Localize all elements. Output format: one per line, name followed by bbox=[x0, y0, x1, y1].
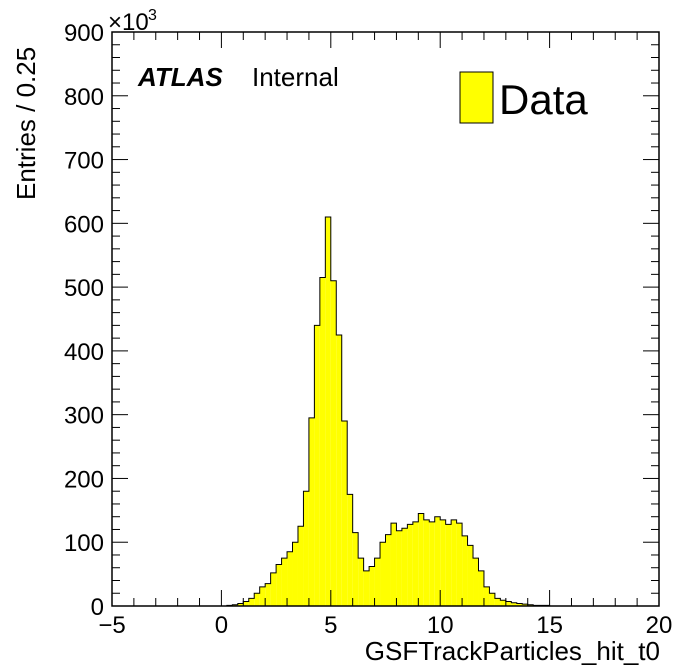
histogram-bin bbox=[489, 593, 495, 606]
x-tick-label: 10 bbox=[427, 612, 454, 639]
histogram-bin bbox=[423, 519, 430, 606]
histogram-bin bbox=[270, 572, 277, 606]
histogram-bin bbox=[341, 421, 348, 606]
plot-frame bbox=[111, 31, 660, 607]
y-tick-label: 400 bbox=[64, 339, 104, 366]
y-axis-ticks: 0 100 200 300 400 500 600 700 800 900 bbox=[64, 20, 659, 621]
histogram-bin bbox=[336, 334, 342, 606]
histogram-bin bbox=[374, 558, 381, 606]
histogram-bars bbox=[221, 216, 551, 607]
histogram-bin bbox=[254, 593, 260, 606]
histogram-bin bbox=[473, 558, 479, 606]
histogram-bin bbox=[243, 601, 249, 606]
histogram-bin bbox=[281, 558, 288, 606]
histogram-bin bbox=[418, 513, 424, 606]
x-tick-label: 0 bbox=[215, 612, 228, 639]
histogram-bin bbox=[248, 598, 255, 606]
histogram-bin bbox=[494, 598, 501, 606]
histogram-bin bbox=[462, 535, 468, 606]
x-axis-ticks: −5 0 5 10 15 20 bbox=[98, 32, 672, 639]
histogram-bin bbox=[259, 586, 266, 606]
histogram-bin bbox=[292, 542, 298, 606]
internal-label: Internal bbox=[252, 62, 339, 92]
histogram-bin bbox=[401, 528, 408, 606]
x-tick-label: 15 bbox=[536, 612, 563, 639]
histogram-bin bbox=[276, 564, 282, 606]
y-tick-label: 800 bbox=[64, 84, 104, 111]
histogram-bin bbox=[467, 545, 474, 606]
histogram-bin bbox=[505, 601, 512, 606]
histogram-outline bbox=[221, 216, 551, 607]
histogram-bin bbox=[325, 216, 331, 606]
histogram-bin bbox=[369, 566, 375, 606]
histogram-bin bbox=[500, 600, 506, 606]
histogram-bin bbox=[314, 325, 320, 606]
histogram-bin bbox=[516, 603, 523, 606]
x-axis-label: GSFTrackParticles_hit_t0 bbox=[365, 636, 660, 666]
histogram-bin bbox=[385, 534, 391, 606]
histogram-bin bbox=[412, 521, 419, 606]
y-tick-label: 0 bbox=[91, 594, 104, 621]
histogram-bin bbox=[445, 524, 452, 606]
y-tick-label: 300 bbox=[64, 403, 104, 430]
y-tick-label: 200 bbox=[64, 466, 104, 493]
histogram-bin bbox=[511, 602, 517, 606]
histogram-bin bbox=[297, 526, 304, 606]
histogram-bin bbox=[522, 604, 528, 606]
histogram-bin bbox=[308, 417, 315, 606]
legend-label-data: Data bbox=[499, 76, 588, 123]
y-tick-label: 500 bbox=[64, 275, 104, 302]
atlas-label: ATLAS bbox=[137, 62, 223, 92]
histogram-bin bbox=[390, 523, 397, 606]
x-tick-label: 5 bbox=[324, 612, 337, 639]
histogram-bin bbox=[407, 524, 413, 606]
histogram-bin bbox=[347, 494, 353, 606]
histogram-bin bbox=[456, 523, 463, 606]
histogram-bin bbox=[319, 277, 326, 606]
y-tick-label: 900 bbox=[64, 20, 104, 47]
histogram-bin bbox=[429, 521, 435, 606]
histogram-bin bbox=[330, 280, 337, 606]
x-tick-label: 20 bbox=[646, 612, 673, 639]
histogram-bin bbox=[265, 583, 271, 606]
y-axis-label: Entries / 0.25 bbox=[11, 47, 41, 200]
histogram-bin bbox=[358, 558, 364, 606]
histogram-bin bbox=[352, 532, 359, 606]
histogram-bin bbox=[434, 516, 441, 606]
y-tick-label: 100 bbox=[64, 530, 104, 557]
y-axis-multiplier-exponent: 3 bbox=[148, 7, 157, 24]
histogram-bin bbox=[483, 586, 490, 606]
histogram-bin bbox=[478, 570, 484, 606]
x-tick-label: −5 bbox=[98, 612, 125, 639]
y-tick-label: 600 bbox=[64, 211, 104, 238]
legend-swatch-data bbox=[459, 71, 494, 124]
histogram-bin bbox=[303, 491, 309, 606]
histogram-bin bbox=[440, 519, 446, 606]
histogram-bin bbox=[363, 570, 370, 606]
histogram-bin bbox=[380, 542, 386, 606]
histogram-bin bbox=[451, 519, 457, 606]
histogram-bin bbox=[237, 603, 244, 606]
histogram-bin bbox=[396, 530, 402, 606]
histogram-bin bbox=[287, 551, 293, 606]
y-tick-label: 700 bbox=[64, 148, 104, 175]
